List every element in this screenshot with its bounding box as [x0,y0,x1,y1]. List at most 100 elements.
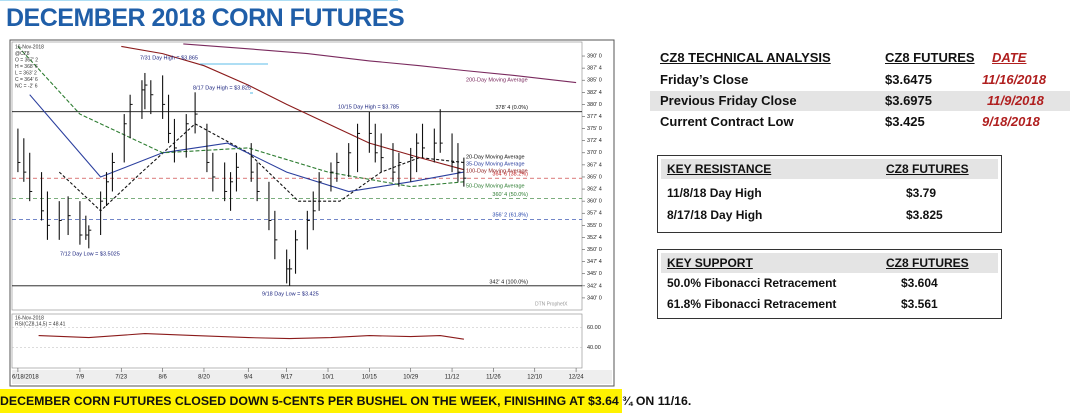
header-cell: CZ8 FUTURES [885,50,975,65]
table-row: Current Contract Low $3.425 9/18/2018 [640,112,1080,132]
y-tick-label: 340' 0 [587,295,602,301]
row-price: $3.6475 [885,72,932,87]
y-tick-label: 365' 0 [587,174,602,180]
x-tick-label: 11/26 [486,375,501,381]
moving-average-label: 35-Day Moving Average [466,161,525,167]
row-price: $3.561 [901,297,938,311]
fib-label: 360' 4 (50.0%) [492,192,528,198]
rsi-tick-label: 60.00 [587,325,601,331]
table-row: 50.0% Fibonacci Retracement $3.604 [661,273,998,293]
table-row: 61.8% Fibonacci Retracement $3.561 [661,294,998,314]
y-tick-label: 350' 0 [587,247,602,253]
analysis-table: CZ8 TECHNICAL ANALYSIS CZ8 FUTURES DATE … [640,48,1080,138]
annotation: 8/17 Day High = $3.825 [193,85,251,91]
annotation: 9/18 Day Low = $3.425 [262,291,319,297]
moving-average [29,94,464,193]
moving-average-label: 200-Day Moving Average [466,77,528,83]
header-cell: CZ8 TECHNICAL ANALYSIS [660,50,831,65]
row-date: 11/9/2018 [987,93,1044,108]
row-date: 9/18/2018 [982,114,1040,129]
header-line: L = 363' 2 [15,70,37,76]
y-tick-label: 345' 0 [587,271,602,277]
table-row: Previous Friday Close $3.6975 11/9/2018 [650,91,1070,111]
header-line: @CZ8 [15,51,30,57]
x-tick-label: 10/1 [322,375,334,381]
header-cell: CZ8 FUTURES [886,256,969,270]
x-axis-band [12,370,612,384]
moving-average [121,45,465,171]
y-tick-label: 370' 0 [587,150,602,156]
fib-label: 342' 4 (100.0%) [489,279,528,285]
header-line: NC = -2' 6 [15,83,38,89]
resistance-table: KEY RESISTANCE CZ8 FUTURES 11/8/18 Day H… [657,155,1002,233]
row-price: $3.79 [906,186,937,200]
row-label: 50.0% Fibonacci Retracement [667,276,837,290]
y-tick-label: 380' 0 [587,102,602,108]
y-tick-label: 352' 4 [587,235,602,241]
y-tick-label: 372' 4 [587,138,602,144]
moving-average [17,46,464,188]
x-tick-label: 10/15 [362,375,378,381]
x-tick-label: 10/29 [403,375,419,381]
row-price: $3.6975 [885,93,932,108]
header-line: H = 368' 6 [15,64,38,70]
y-tick-label: 385' 0 [587,78,602,84]
watermark: DTN ProphetX [535,301,568,307]
table-header: KEY SUPPORT CZ8 FUTURES [661,253,998,273]
y-tick-label: 355' 0 [587,223,602,229]
table-header: KEY RESISTANCE CZ8 FUTURES [661,159,998,179]
row-price: $3.604 [901,276,938,290]
rsi-tick-label: 40.00 [587,345,601,351]
moving-average-label: 50-Day Moving Average [466,183,525,189]
x-tick-label: 6/18/2018 [12,375,39,381]
header-cell: DATE [992,50,1027,65]
row-label: Friday’s Close [660,72,749,87]
row-price: $3.425 [885,114,925,129]
x-tick-label: 12/24 [569,375,585,381]
header-cell: KEY SUPPORT [667,256,753,270]
moving-average-label: 20-Day Moving Average [466,154,525,160]
row-label: 8/17/18 Day High [667,208,763,222]
x-tick-label: 7/23 [115,375,127,381]
x-tick-label: 8/20 [198,375,210,381]
row-label: 11/8/18 Day High [667,186,762,200]
annotation: 7/31 Day High = $3.865 [140,55,198,61]
row-date: 11/16/2018 [982,72,1047,87]
header-cell: KEY RESISTANCE [667,162,772,176]
annotation: 7/12 Day Low = $3.5025 [60,251,120,257]
annotation: 10/15 Day High = $3.785 [338,104,399,110]
y-tick-label: 342' 4 [587,283,602,289]
x-tick-label: 11/12 [445,375,460,381]
row-label: Previous Friday Close [660,93,797,108]
rsi-label: RSI(CZ8,14,5) = 48.41 [15,321,66,327]
x-tick-label: 8/6 [158,375,167,381]
y-tick-label: 360' 0 [587,199,602,205]
table-row: Friday’s Close $3.6475 11/16/2018 [640,70,1080,90]
y-tick-label: 382' 4 [587,90,602,96]
x-tick-label: 7/9 [76,375,85,381]
y-tick-label: 390' 0 [587,53,602,59]
y-tick-label: 357' 4 [587,211,602,217]
x-tick-label: 9/17 [281,375,293,381]
support-table: KEY SUPPORT CZ8 FUTURES 50.0% Fibonacci … [657,249,1002,319]
header-line: O = 367' 2 [15,57,38,63]
y-tick-label: 347' 4 [587,259,602,265]
row-price: $3.825 [906,208,943,222]
moving-average [58,123,464,212]
rsi-panel [11,313,583,369]
y-tick-label: 387' 4 [587,66,602,72]
table-header: CZ8 TECHNICAL ANALYSIS CZ8 FUTURES DATE [640,48,1080,68]
fib-label: 378' 4 (0.0%) [495,105,528,111]
moving-average-label: 100-Day Moving Average [466,168,528,174]
y-tick-label: 375' 0 [587,126,602,132]
row-label: Current Contract Low [660,114,794,129]
table-row: 8/17/18 Day High $3.825 [661,205,998,225]
y-tick-label: 367' 4 [587,162,602,168]
rsi-line [38,333,464,340]
y-tick-label: 377' 4 [587,114,602,120]
page-title: DECEMBER 2018 CORN FUTURES [6,4,405,32]
header-line: 16-Nov-2018 [15,44,44,50]
row-label: 61.8% Fibonacci Retracement [667,297,837,311]
